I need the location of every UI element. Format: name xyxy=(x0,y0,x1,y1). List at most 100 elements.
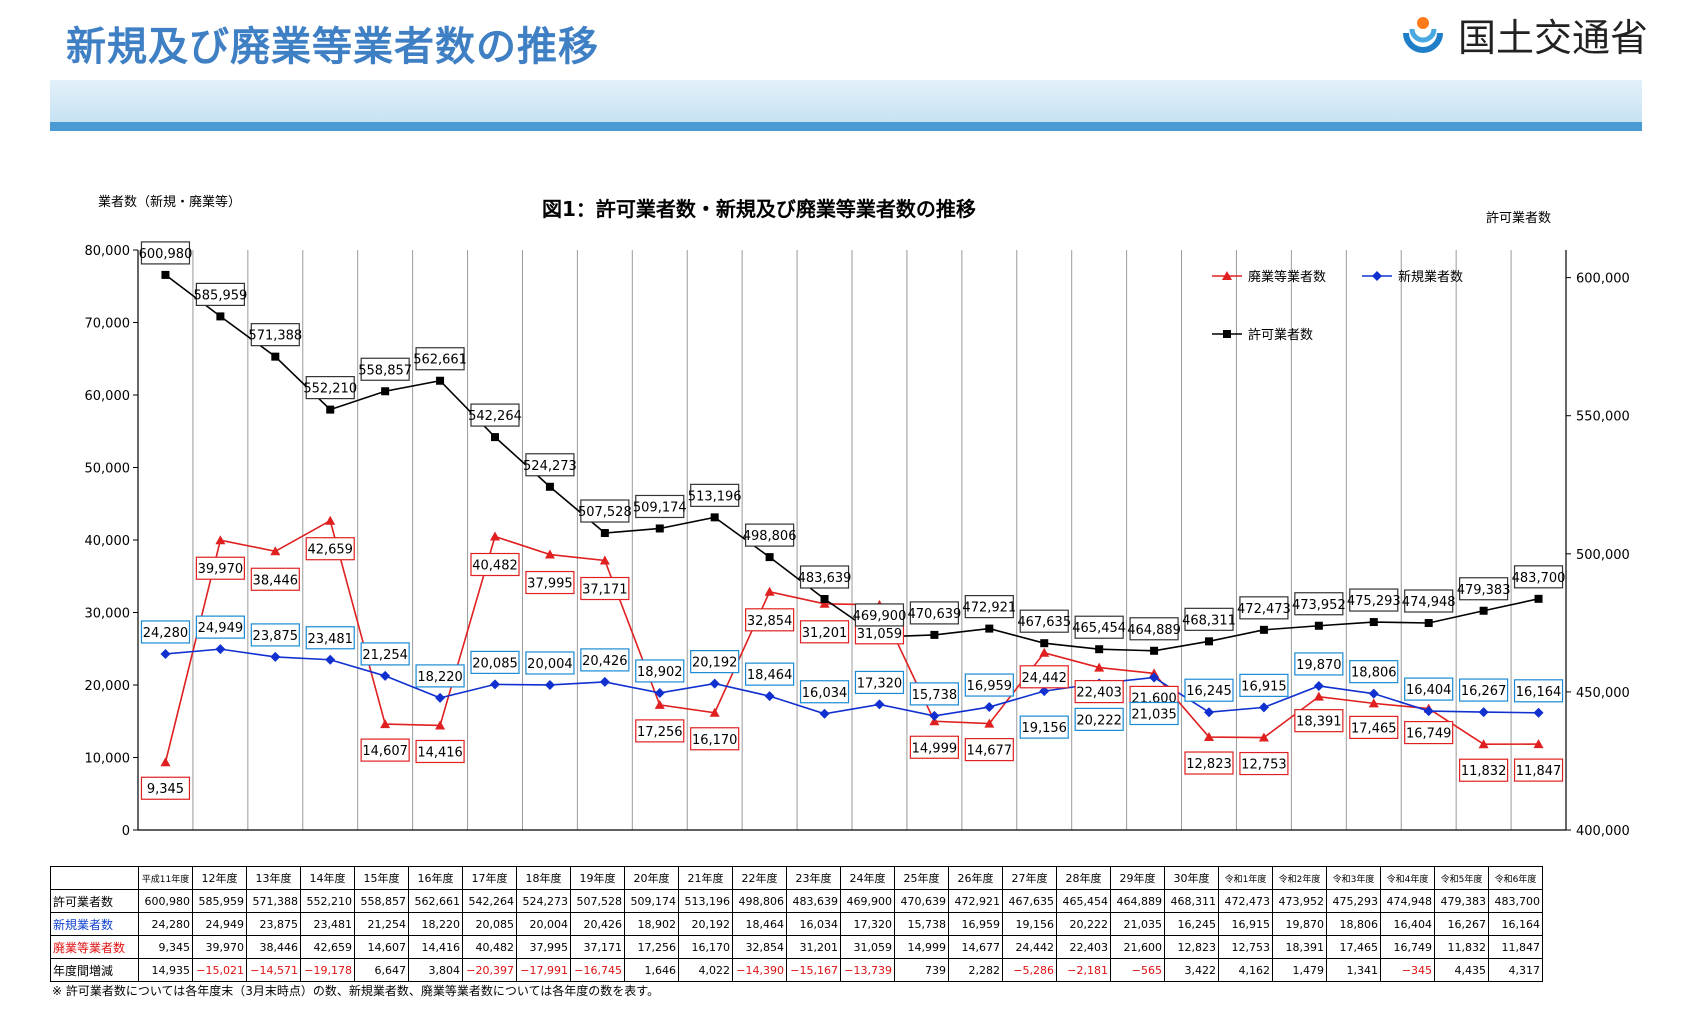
data-label-box xyxy=(1239,596,1289,620)
table-cell: 4,022 xyxy=(678,958,733,982)
data-label: 23,481 xyxy=(307,632,353,647)
data-label-box xyxy=(580,499,630,523)
point-marker xyxy=(216,312,225,321)
data-label: 513,196 xyxy=(688,489,742,504)
data-label: 20,085 xyxy=(472,656,518,671)
table-cell: 479,383 xyxy=(1434,889,1489,913)
data-label: 17,320 xyxy=(857,676,903,691)
table-cell: −16,745 xyxy=(570,958,625,982)
table-header-cell: 平成11年度 xyxy=(138,866,193,890)
data-label-box xyxy=(1294,652,1344,676)
data-label-box xyxy=(1349,660,1399,684)
point-marker xyxy=(1478,707,1489,718)
point-marker xyxy=(1150,646,1159,655)
data-label-box xyxy=(140,241,191,265)
table-header-cell: 21年度 xyxy=(678,866,733,890)
data-label-box xyxy=(1513,758,1564,782)
point-marker xyxy=(1423,706,1434,717)
point-marker xyxy=(1094,662,1105,672)
data-label: 473,952 xyxy=(1292,598,1346,613)
table-cell: 468,311 xyxy=(1164,889,1219,913)
table-cell: −13,739 xyxy=(840,958,895,982)
data-label: 9,345 xyxy=(147,782,184,797)
data-label-box xyxy=(635,719,685,743)
data-label: 16,170 xyxy=(692,733,738,748)
data-label-box xyxy=(470,650,520,674)
table-cell: 9,345 xyxy=(138,935,193,959)
table-header-cell: 令和6年度 xyxy=(1488,866,1543,890)
point-marker xyxy=(1039,647,1050,657)
data-label: 21,035 xyxy=(1131,707,1177,722)
table-cell: 20,426 xyxy=(570,912,625,936)
data-label-box xyxy=(1129,701,1179,726)
table-cell: 6,647 xyxy=(354,958,409,982)
table-cell: 4,435 xyxy=(1434,958,1489,982)
left-axis-tick-label: 60,000 xyxy=(85,389,131,404)
point-marker xyxy=(654,687,665,698)
point-marker xyxy=(655,524,664,533)
data-label-box xyxy=(1404,720,1454,745)
table-header-cell: 令和1年度 xyxy=(1218,866,1273,890)
data-label: 483,639 xyxy=(798,571,852,586)
table-cell: 37,171 xyxy=(570,935,625,959)
table-header-cell: 24年度 xyxy=(840,866,895,890)
data-label: 19,156 xyxy=(1021,721,1067,736)
left-axis-tick-label: 0 xyxy=(122,824,130,839)
point-marker xyxy=(1313,691,1324,701)
table-cell: 3,804 xyxy=(408,958,463,982)
table-cell: 20,004 xyxy=(516,912,571,936)
data-label: 585,959 xyxy=(194,288,248,303)
point-marker xyxy=(1258,702,1269,713)
data-table: 平成11年度 12年度 13年度 14年度 15年度 16年度 17年度 18年度 19年度 20… xyxy=(50,866,1543,982)
data-label: 475,293 xyxy=(1347,594,1401,609)
point-marker xyxy=(1205,637,1213,646)
data-label-box xyxy=(964,737,1014,762)
table-row: 新規業者数 24,280 24,949 23,875 23,481 21,254 18,22… xyxy=(50,912,1543,936)
data-label-box xyxy=(360,357,410,381)
data-label: 468,311 xyxy=(1182,613,1236,628)
data-label: 469,900 xyxy=(853,609,907,624)
table-cell: 483,700 xyxy=(1488,889,1543,913)
point-marker xyxy=(215,644,226,655)
table-header-cell: 30年度 xyxy=(1164,866,1219,890)
point-marker xyxy=(1368,688,1379,699)
data-label: 18,391 xyxy=(1296,715,1342,730)
data-label: 472,473 xyxy=(1237,602,1291,617)
table-cell: 552,210 xyxy=(300,889,355,913)
data-label: 479,383 xyxy=(1457,583,1511,598)
data-label-box xyxy=(1074,707,1124,731)
data-label: 38,446 xyxy=(253,573,299,588)
table-cell: 467,635 xyxy=(1002,889,1057,913)
table-cell: 16,404 xyxy=(1380,912,1435,936)
point-marker xyxy=(270,546,281,556)
table-cell: 20,222 xyxy=(1056,912,1111,936)
table-cell: 571,388 xyxy=(246,889,301,913)
point-marker xyxy=(1222,271,1232,280)
data-label-box xyxy=(360,642,410,666)
data-label-box xyxy=(1404,589,1454,613)
data-label: 40,482 xyxy=(472,559,518,574)
point-marker xyxy=(490,679,500,690)
data-label-box xyxy=(140,620,191,644)
table-cell: 21,600 xyxy=(1110,935,1165,959)
data-label-box xyxy=(745,662,795,686)
right-axis-tick-label: 500,000 xyxy=(1576,548,1630,563)
table-cell: 473,952 xyxy=(1272,889,1327,913)
data-label: 483,700 xyxy=(1512,571,1566,586)
table-cell: 16,959 xyxy=(948,912,1003,936)
table-cell: 14,935 xyxy=(138,958,193,982)
data-label: 12,753 xyxy=(1241,758,1287,773)
table-cell: 24,280 xyxy=(138,912,193,936)
data-label: 507,528 xyxy=(578,505,632,520)
data-label-box xyxy=(1349,715,1399,739)
table-row: 許可業者数 600,980 585,959 571,388 552,210 558,857… xyxy=(50,889,1543,913)
footnote: ※ 許可業者数については各年度末（3月末時点）の数、新規業者数、廃業等業者数につ… xyxy=(52,984,660,998)
data-label-box xyxy=(1513,679,1564,703)
left-axis-tick-label: 30,000 xyxy=(85,607,131,622)
data-label-box xyxy=(250,623,300,647)
table-cell: 21,254 xyxy=(354,912,409,936)
data-label: 32,854 xyxy=(747,614,793,629)
point-marker xyxy=(326,405,335,414)
table-cell: 562,661 xyxy=(408,889,463,913)
table-cell: 472,921 xyxy=(948,889,1003,913)
